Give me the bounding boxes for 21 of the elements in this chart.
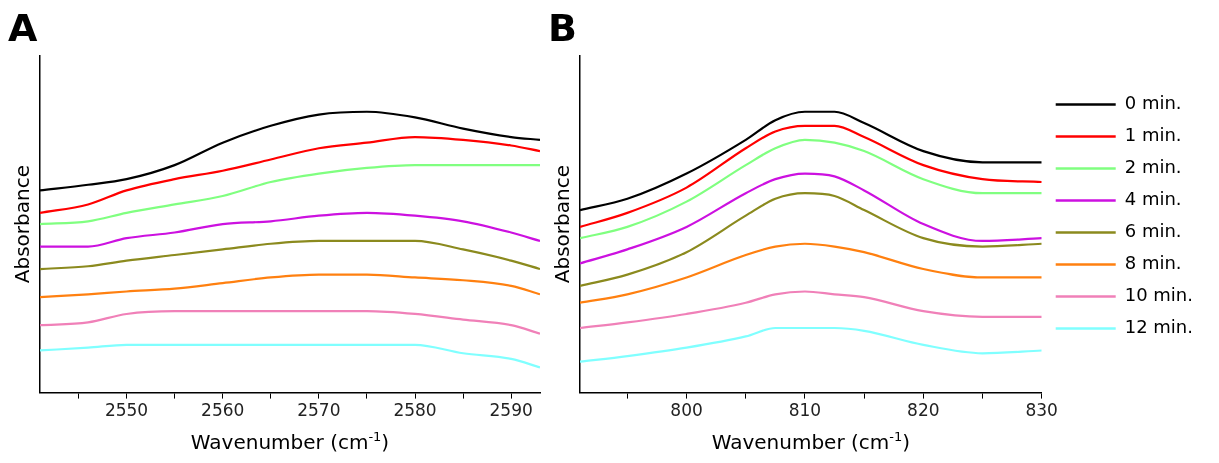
x-tick-label: 2590 — [489, 400, 533, 421]
x-tick-label: 810 — [788, 400, 822, 421]
legend-label: 4 min. — [1124, 188, 1182, 210]
x-tick-label: 2570 — [297, 400, 341, 421]
legend-label: 6 min. — [1124, 220, 1182, 242]
legend-label: 10 min. — [1124, 284, 1194, 306]
x-tick-label: 830 — [1025, 400, 1058, 421]
x-tick-label: 820 — [907, 400, 940, 421]
chart-title: B — [548, 5, 577, 50]
legend-label: 12 min. — [1124, 316, 1194, 338]
x-tick-label: 2550 — [104, 400, 149, 421]
x-tick-label: 800 — [670, 400, 703, 421]
legend-label: 8 min. — [1124, 252, 1182, 274]
legend-label: 2 min. — [1124, 156, 1182, 178]
y-axis-title: Absorbance — [550, 165, 575, 284]
chart-title: A — [8, 5, 38, 50]
legend-label: 0 min. — [1124, 92, 1182, 114]
legend-label: 1 min. — [1124, 124, 1182, 146]
x-tick-label: 2580 — [393, 400, 437, 421]
y-axis-title: Absorbance — [10, 165, 35, 284]
x-tick-label: 2560 — [201, 400, 245, 421]
